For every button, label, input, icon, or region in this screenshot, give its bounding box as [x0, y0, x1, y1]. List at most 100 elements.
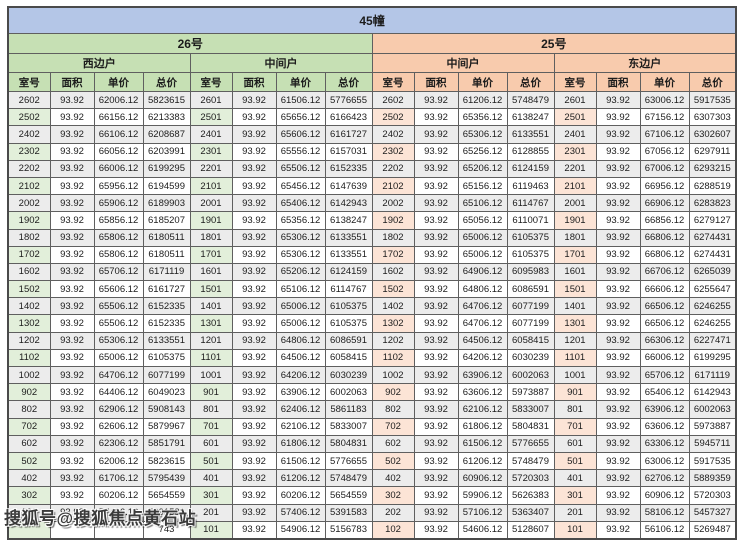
cell-area: 93.92 [49, 211, 95, 230]
cell-total-price: 5776655 [324, 451, 373, 471]
cell-unit-price: 64506.12 [275, 348, 326, 368]
cell-room-number: 2202 [7, 159, 51, 178]
cell-unit-price: 57406.12 [275, 503, 326, 522]
table-row: 2202 93.92 66006.12 6199295 2201 93.92 65506.1… [7, 159, 737, 178]
cell-unit-price: 65506.12 [275, 159, 326, 178]
cell-area: 93.92 [231, 365, 277, 385]
table-row: 1502 93.92 65606.12 6161727 1501 93.92 65106.1… [7, 280, 737, 299]
cell-room-number: 102 [371, 520, 415, 540]
cell-unit-price: 54906.12 [275, 520, 326, 540]
table-row: 1602 93.92 65706.12 6171119 1601 93.92 65206.1… [7, 262, 737, 282]
cell-total-price: 5908143 [142, 400, 191, 419]
cell-unit-price: 63006.12 [639, 451, 690, 471]
cell-total-price: 5269487 [688, 520, 737, 540]
cell-room-number: 2101 [189, 176, 233, 196]
cell-total-price: 5973887 [506, 383, 555, 402]
cell-total-price: 6189903 [142, 194, 191, 213]
cell-total-price: 5156783 [324, 520, 373, 540]
cell-unit-price: 65956.12 [93, 176, 144, 196]
col-header-unitprice: 单价 [93, 72, 144, 92]
cell-area: 93.92 [413, 280, 459, 299]
cell-room-number: 1601 [553, 262, 597, 282]
cell-total-price: 5833007 [324, 417, 373, 436]
cell-area: 93.92 [595, 486, 641, 505]
cell-total-price: 6110071 [506, 211, 555, 230]
cell-area: 93.92 [413, 469, 459, 488]
cell-room-number: 1502 [7, 280, 51, 299]
table-row: 2402 93.92 66106.12 6208687 2401 93.92 65606.1… [7, 125, 737, 144]
table-row: 1702 93.92 65806.12 6180511 1701 93.92 65306.1… [7, 245, 737, 264]
cell-total-price: 6119463 [506, 176, 555, 196]
cell-room-number: 2602 [7, 90, 51, 110]
table-row: 502 93.92 62006.12 5823615 501 93.92 61506.12 5… [7, 451, 737, 471]
cell-room-number: 901 [189, 383, 233, 402]
cell-room-number: 2501 [189, 108, 233, 127]
cell-unit-price: 66606.12 [639, 280, 690, 299]
cell-area: 93.92 [595, 262, 641, 282]
table-row: 402 93.92 61706.12 5795439 401 93.92 61206.12 5… [7, 469, 737, 488]
cell-area: 93.92 [49, 434, 95, 453]
cell-area: 93.92 [595, 280, 641, 299]
cell-total-price: 6030239 [506, 348, 555, 368]
cell-area: 93.92 [595, 331, 641, 350]
cell-room-number: 2002 [371, 194, 415, 213]
cell-unit-price: 65706.12 [639, 365, 690, 385]
table-row: 902 93.92 64406.12 6049023 901 93.92 63906.12 6… [7, 383, 737, 402]
table-row: 2602 93.92 62006.12 5823615 2601 93.92 61506.1… [7, 90, 737, 110]
cell-total-price: 5391583 [324, 503, 373, 522]
cell-room-number: 302 [7, 486, 51, 505]
cell-room-number: 602 [371, 434, 415, 453]
cell-total-price: 6058415 [324, 348, 373, 368]
cell-total-price: 6105375 [506, 245, 555, 264]
cell-unit-price: 66006.12 [639, 348, 690, 368]
cell-room-number: 1201 [189, 331, 233, 350]
cell-room-number: 2301 [553, 142, 597, 161]
col-header-unitprice: 单价 [639, 72, 690, 92]
cell-total-price: 6246255 [688, 314, 737, 333]
cell-total-price: 6095983 [506, 262, 555, 282]
cell-total-price: 6128855 [506, 142, 555, 161]
cell-unit-price: 65406.12 [639, 383, 690, 402]
cell-area: 93.92 [231, 451, 277, 471]
col-header-total: 总价 [324, 72, 373, 92]
cell-area: 93.92 [413, 245, 459, 264]
cell-total-price: 6058415 [506, 331, 555, 350]
cell-total-price: 5391583 [142, 503, 191, 522]
cell-area: 93.92 [413, 159, 459, 178]
cell-total-price: 6086591 [506, 280, 555, 299]
cell-area: 93.92 [595, 520, 641, 540]
cell-room-number: 1601 [189, 262, 233, 282]
cell-unit-price: 62006.12 [93, 90, 144, 110]
cell-total-price: 6185207 [142, 211, 191, 230]
cell-area: 93.92 [49, 297, 95, 316]
cell-unit-price: 65356.12 [457, 108, 508, 127]
unit-header-west: 西边户 [7, 53, 191, 73]
cell-area: 93.92 [595, 176, 641, 196]
cell-room-number: 101 [553, 520, 597, 540]
cell-total-price: 6161727 [324, 125, 373, 144]
table-row: 302 93.92 60206.12 5654559 301 93.92 60206.12 5… [7, 486, 737, 505]
col-header-unitprice: 单价 [457, 72, 508, 92]
col-header-unitprice: 单价 [275, 72, 326, 92]
cell-unit-price: 66706.12 [639, 262, 690, 282]
table-row: 1002 93.92 64706.12 6077199 1001 93.92 64206.1… [7, 365, 737, 385]
cell-total-price: 6105375 [324, 297, 373, 316]
cell-room-number: 2402 [7, 125, 51, 144]
cell-room-number: 2001 [189, 194, 233, 213]
cell-room-number: 1502 [371, 280, 415, 299]
cell-room-number: 1302 [7, 314, 51, 333]
cell-unit-price: 61806.12 [457, 417, 508, 436]
cell-unit-price: 60206.12 [93, 486, 144, 505]
col-header-room: 室号 [7, 72, 51, 92]
cell-total-price: 6133551 [506, 125, 555, 144]
cell-room-number: 1401 [189, 297, 233, 316]
cell-total-price: 6199295 [142, 159, 191, 178]
cell-total-price: 6142943 [688, 383, 737, 402]
cell-unit-price: 66506.12 [639, 314, 690, 333]
cell-total-price: 6077199 [142, 365, 191, 385]
unit-header-middle-25: 中间户 [371, 53, 555, 73]
cell-area: 93.92 [231, 280, 277, 299]
cell-total-price: 6288519 [688, 176, 737, 196]
cell-total-price: 6124159 [506, 159, 555, 178]
cell-unit-price: 65056.12 [457, 211, 508, 230]
